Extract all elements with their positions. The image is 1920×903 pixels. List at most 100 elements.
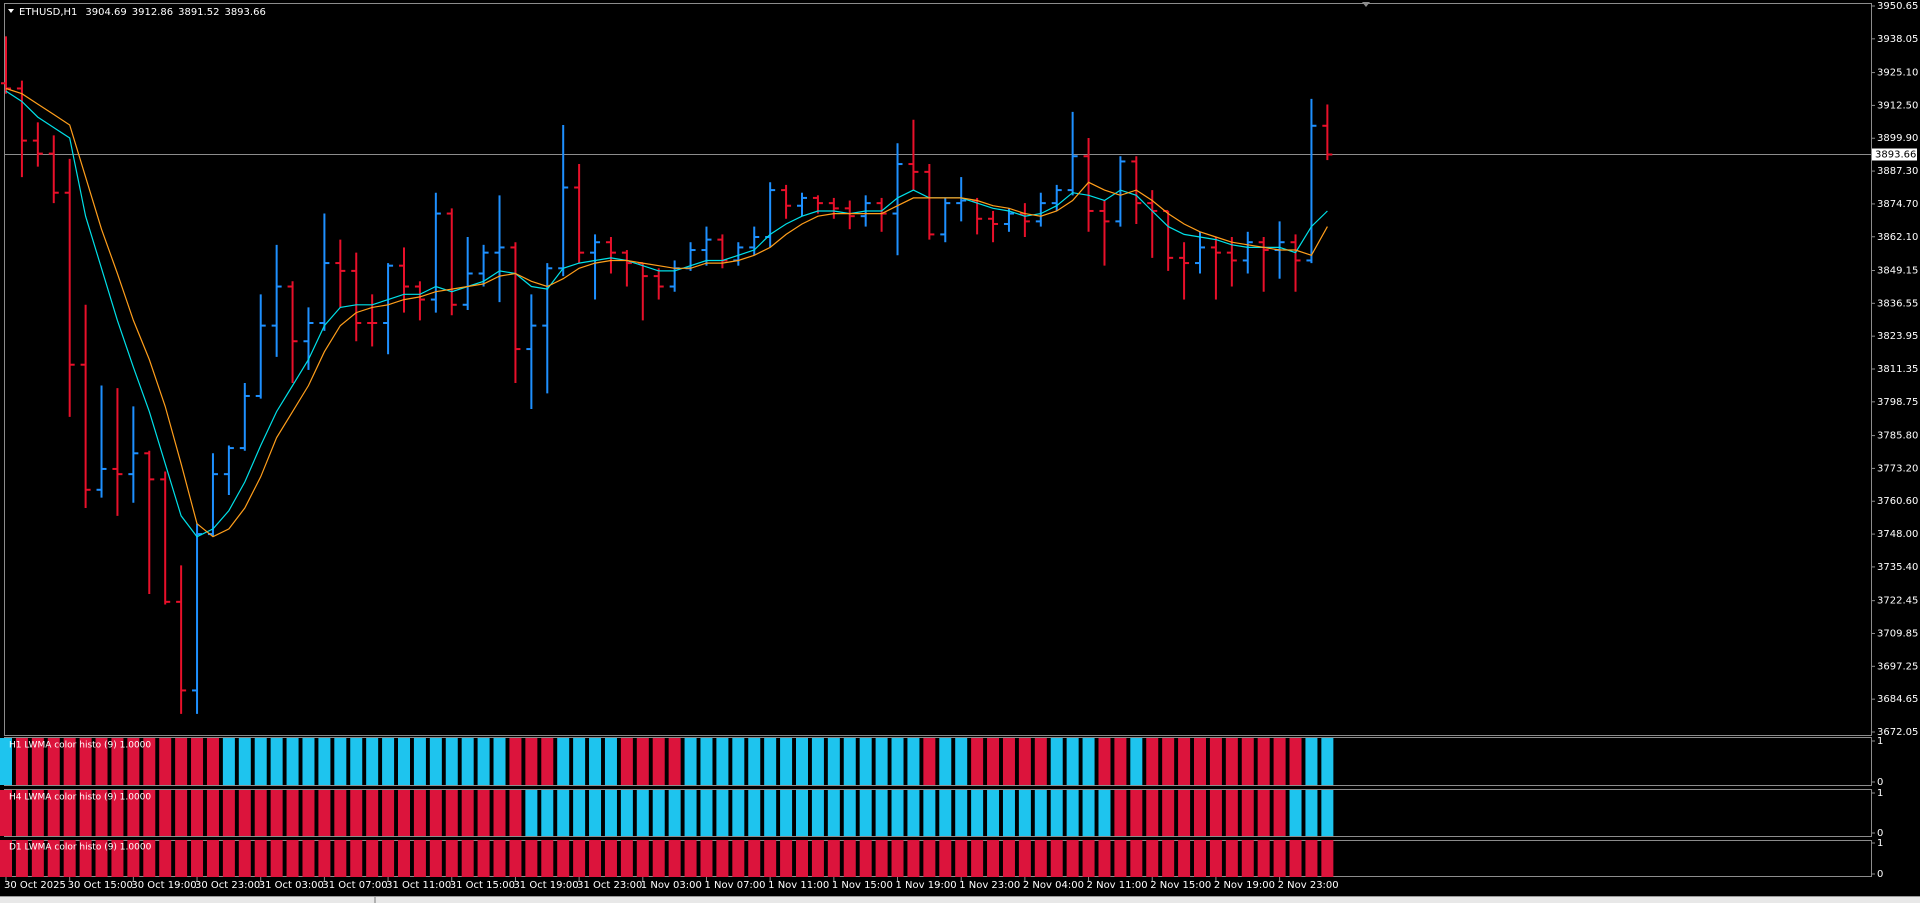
histo-bar — [875, 738, 888, 785]
histo-bar — [875, 790, 888, 836]
histo-bar — [302, 738, 315, 785]
histo-bar — [111, 840, 124, 877]
histo-bar — [334, 840, 347, 877]
histo-bar — [589, 738, 602, 785]
y-tick-label: 3697.25 — [1877, 661, 1918, 672]
histo-bar — [31, 738, 44, 785]
histo-bar — [15, 738, 28, 785]
histo-bar — [493, 790, 506, 836]
histo-bar — [1257, 790, 1270, 836]
histo-bar — [557, 738, 570, 785]
histo-bar — [398, 790, 410, 836]
histo-bar — [350, 840, 363, 877]
histo-bar — [206, 840, 219, 877]
histo-bar — [143, 738, 156, 785]
histo-bar — [1273, 840, 1286, 877]
x-tick-label: 2 Nov 15:00 — [1150, 880, 1211, 891]
histo-bar — [95, 790, 108, 836]
histo-bar — [1225, 790, 1238, 836]
histo-bar — [222, 738, 235, 785]
histo-bar — [1178, 738, 1191, 785]
y-tick-label: 3748.00 — [1877, 529, 1918, 540]
histo-bar — [477, 790, 490, 836]
histo-bar — [413, 840, 426, 877]
histo-bar — [987, 790, 1000, 836]
histo-bar — [716, 840, 729, 877]
x-tick-label: 2 Nov 19:00 — [1214, 880, 1275, 891]
histo-bar — [668, 840, 681, 877]
histo-bar — [15, 840, 28, 877]
histo-bar — [127, 738, 140, 785]
histo-bar — [1305, 840, 1318, 877]
x-tick-label: 2 Nov 11:00 — [1087, 880, 1148, 891]
histo-bar — [1289, 738, 1302, 785]
histo-bar — [636, 840, 649, 877]
histo-bar — [286, 840, 299, 877]
histo-bar — [1018, 790, 1031, 836]
histo-bar — [1114, 738, 1127, 785]
histo-bar — [971, 738, 984, 785]
histo-bar — [1098, 738, 1111, 785]
histo-bar — [652, 840, 665, 877]
x-tick-label: 1 Nov 03:00 — [641, 880, 702, 891]
histo-bar — [1194, 840, 1206, 877]
histo-bar — [1050, 790, 1063, 836]
histo-bar — [175, 790, 188, 836]
y-tick-label: 1 — [1877, 736, 1883, 747]
histo-bar — [1002, 840, 1015, 877]
y-tick-label: 3823.95 — [1877, 331, 1918, 342]
histo-bar — [127, 790, 140, 836]
histo-bar — [302, 840, 315, 877]
histo-bar — [143, 840, 156, 877]
histo-bar — [955, 738, 968, 785]
histo-bar — [79, 840, 92, 877]
histo-bar — [382, 738, 395, 785]
histo-bar — [684, 738, 697, 785]
histo-bar — [254, 840, 267, 877]
y-tick-label: 3874.70 — [1877, 199, 1918, 210]
histo-bar — [796, 738, 808, 785]
histo-bar — [47, 840, 60, 877]
histo-bar — [652, 790, 665, 836]
histo-bar — [700, 840, 713, 877]
histo-bar — [700, 738, 713, 785]
histo-bar — [955, 840, 968, 877]
histo-bar — [827, 840, 840, 877]
histo-bar — [827, 790, 840, 836]
histo-bar — [1098, 840, 1111, 877]
histo-bar — [127, 840, 140, 877]
y-tick-label: 3862.10 — [1877, 232, 1918, 243]
histo-bar — [429, 738, 442, 785]
histo-bar — [398, 840, 410, 877]
histo-bar — [700, 790, 713, 836]
x-tick-label: 31 Oct 11:00 — [386, 880, 451, 891]
x-tick-label: 31 Oct 15:00 — [450, 880, 515, 891]
histo-bar — [63, 738, 76, 785]
histo-bar — [923, 790, 936, 836]
y-tick-label: 3950.65 — [1877, 1, 1918, 12]
histo-bar — [1305, 738, 1318, 785]
histo-bar — [493, 840, 506, 877]
x-tick-label: 30 Oct 23:00 — [195, 880, 260, 891]
y-tick-label: 3709.85 — [1877, 628, 1918, 639]
moving-average — [5, 87, 1328, 538]
histo-bar — [413, 738, 426, 785]
y-tick-label: 1 — [1877, 838, 1883, 849]
histo-bar — [748, 738, 761, 785]
chart-header: ETHUSD,H1 3904.69 3912.86 3891.52 3893.66 — [19, 7, 266, 18]
x-tick-label: 1 Nov 07:00 — [704, 880, 765, 891]
histo-bar — [159, 840, 172, 877]
histo-bar — [1209, 790, 1222, 836]
histo-bar — [668, 738, 681, 785]
histo-bar — [79, 790, 92, 836]
histo-bar — [254, 790, 267, 836]
histo-bar — [589, 840, 602, 877]
histo-bar — [63, 840, 76, 877]
histo-bar — [859, 738, 872, 785]
header-open: 3904.69 — [85, 7, 126, 18]
histo-bar — [971, 840, 984, 877]
histo-bar — [573, 738, 586, 785]
histo-bar — [143, 790, 156, 836]
histo-bar — [891, 790, 904, 836]
